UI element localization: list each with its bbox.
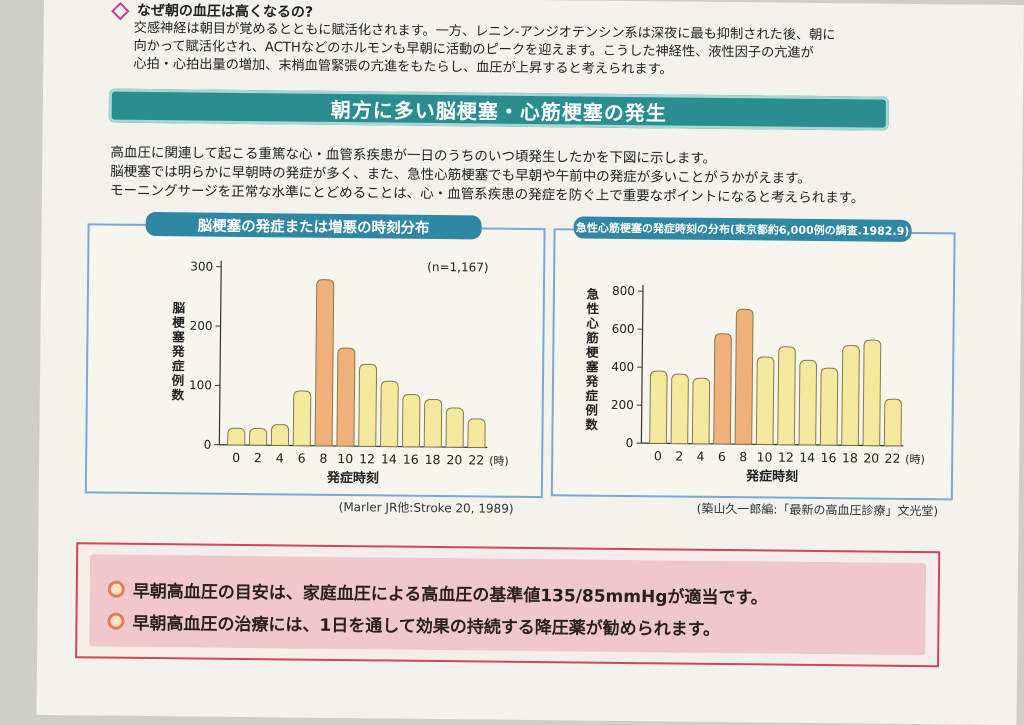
document-page: なぜ朝の血圧は高くなるの? 交感神経は朝目が覚めるとともに賦活化されます。一方、… [36, 0, 1023, 725]
bar [692, 378, 709, 444]
question-paragraph: 交感神経は朝目が覚めるとともに賦活化されます。一方、レニン-アンジオテンシン系は… [133, 20, 974, 83]
x-tick-label: 20 [863, 450, 879, 465]
bar [650, 371, 667, 443]
x-tick-label: 14 [381, 451, 397, 466]
banner-title: 朝方に多い脳梗塞・心筋梗塞の発生 [331, 93, 667, 126]
bar [250, 428, 267, 445]
bar [735, 309, 753, 444]
x-tick-label: 0 [654, 448, 662, 463]
bar [714, 334, 732, 444]
chart-stroke-source: (Marler JR他:Stroke 20, 1989) [339, 498, 514, 517]
bar [315, 280, 334, 446]
bar [402, 394, 420, 446]
y-tick-label: 200 [190, 319, 213, 333]
x-tick-label: 16 [403, 452, 419, 467]
chart-annotation: (n=1,167) [427, 260, 489, 275]
key-points-inner: 早朝高血圧の目安は、家庭血圧による高血圧の基準値135/85mmHgが適当です。… [89, 554, 926, 655]
bar [884, 399, 901, 446]
x-tick-label: 4 [697, 449, 705, 464]
bar [359, 364, 377, 446]
x-tick-label: 10 [757, 449, 773, 464]
diamond-icon [111, 1, 129, 19]
bar [863, 340, 881, 446]
x-axis-label: 発症時刻 [745, 468, 798, 485]
x-unit-label: (時) [489, 455, 509, 468]
x-tick-label: 6 [298, 451, 306, 466]
x-tick-label: 0 [232, 450, 240, 465]
y-tick-label: 0 [626, 436, 634, 450]
bar [271, 425, 288, 446]
y-tick-label: 800 [612, 284, 635, 298]
y-tick-label: 300 [190, 259, 213, 273]
bar [468, 419, 485, 448]
bar [228, 428, 245, 445]
bar [381, 381, 399, 446]
bar [446, 408, 463, 447]
key-points-box: 早朝高血圧の目安は、家庭血圧による高血圧の基準値135/85mmHgが適当です。… [75, 542, 940, 667]
x-tick-label: 2 [254, 450, 262, 465]
x-tick-label: 22 [885, 451, 901, 466]
bar [337, 348, 355, 446]
x-tick-label: 8 [319, 451, 327, 466]
x-unit-label: (時) [905, 453, 925, 466]
bar [842, 346, 860, 446]
bar [799, 360, 817, 445]
y-axis-line [219, 261, 221, 445]
bullet-icon [108, 581, 125, 598]
key-point-text: 早朝高血圧の治療には、1日を通して効果の持続する降圧薬が勧められます。 [132, 609, 720, 640]
y-tick-label: 400 [611, 360, 634, 374]
key-point-text: 早朝高血圧の目安は、家庭血圧による高血圧の基準値135/85mmHgが適当です。 [133, 577, 768, 609]
bar [671, 374, 688, 444]
key-point-item: 早朝高血圧の目安は、家庭血圧による高血圧の基準値135/85mmHgが適当です。 [108, 577, 768, 609]
x-tick-label: 16 [821, 450, 837, 465]
bar [820, 368, 837, 445]
bar [293, 391, 311, 446]
x-tick-label: 12 [778, 450, 794, 465]
x-tick-label: 12 [359, 451, 375, 466]
chart-mi-source: (築山久一郎編:「最新の高血圧診療」文光堂) [697, 500, 939, 520]
x-tick-label: 10 [337, 451, 353, 466]
bullet-icon [107, 613, 124, 630]
y-tick-label: 0 [204, 438, 212, 452]
x-tick-label: 22 [468, 452, 484, 467]
bar [424, 399, 442, 447]
x-tick-label: 20 [446, 452, 462, 467]
x-tick-label: 6 [718, 449, 726, 464]
bar [756, 357, 774, 445]
y-tick-label: 100 [189, 378, 212, 392]
x-tick-label: 8 [739, 449, 747, 464]
bar [778, 347, 796, 445]
y-tick-label: 600 [612, 322, 635, 336]
x-axis-label: 発症時刻 [326, 470, 379, 487]
y-tick-label: 200 [611, 398, 634, 412]
section-banner: 朝方に多い脳梗塞・心筋梗塞の発生 [109, 89, 889, 131]
question-section: なぜ朝の血圧は高くなるの? 交感神経は朝目が覚めるとともに賦活化されます。一方、… [113, 2, 974, 83]
intro-paragraph: 高血圧に関連して起こる重篤な心・血管系疾患が一日のうちのいつ頃発生したかを下図に… [110, 144, 971, 210]
x-tick-label: 4 [276, 450, 284, 465]
x-tick-label: 2 [675, 449, 683, 464]
y-axis-label: 脳梗塞発症例数 [171, 300, 186, 402]
x-tick-label: 18 [425, 452, 441, 467]
x-tick-label: 18 [842, 450, 858, 465]
question-title: なぜ朝の血圧は高くなるの? [137, 2, 313, 22]
y-axis-line [641, 285, 643, 443]
x-tick-label: 14 [799, 450, 815, 465]
y-axis-label: 急性心筋梗塞発症例数 [584, 287, 600, 433]
key-point-item: 早朝高血圧の治療には、1日を通して効果の持続する降圧薬が勧められます。 [107, 609, 720, 640]
